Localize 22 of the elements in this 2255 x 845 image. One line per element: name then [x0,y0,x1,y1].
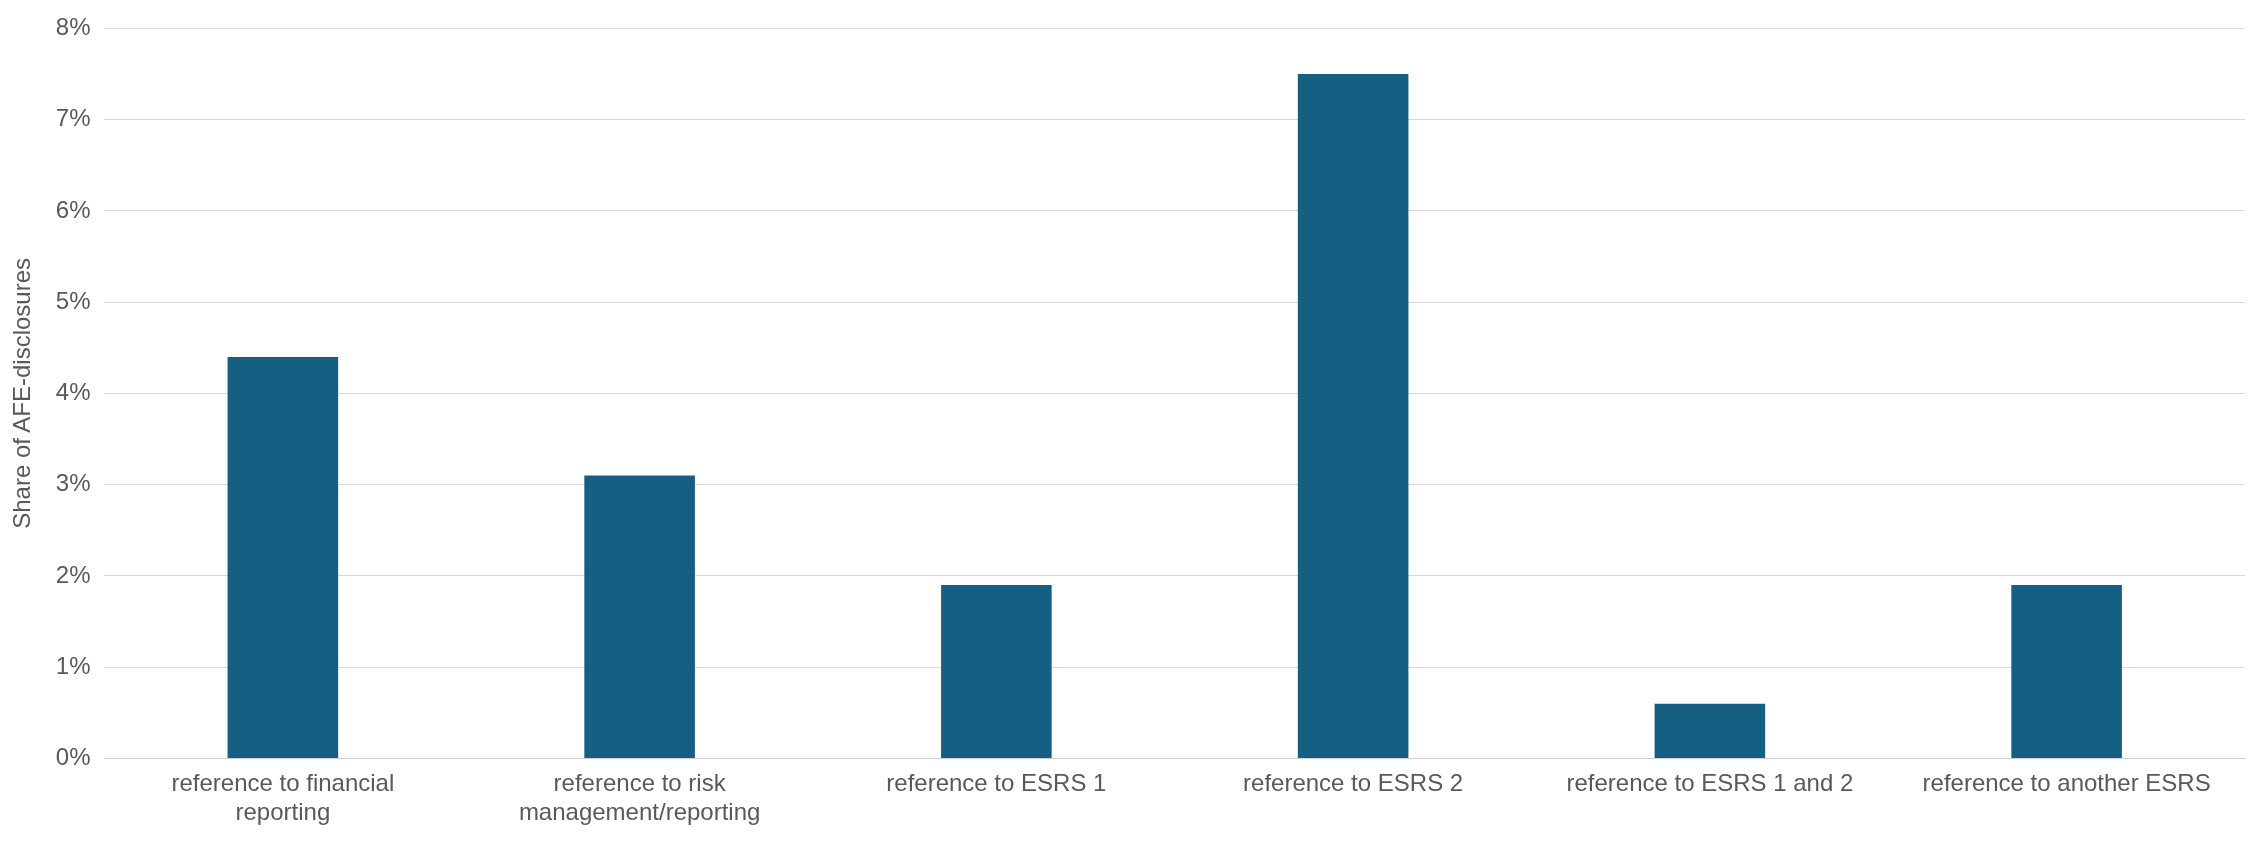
y-tick-label: 5% [55,286,91,314]
x-tick-label: reference to another ESRS [1922,769,2211,797]
x-tick-label: reference to ESRS 1 [886,769,1107,797]
bar [941,585,1052,758]
y-tick-label: 1% [55,651,91,679]
bar [1654,703,1766,758]
x-tick-label: reference to ESRS 1 and 2 [1566,769,1854,797]
bar [1297,74,1409,758]
y-tick-label: 0% [55,743,91,771]
y-tick-label: 6% [55,195,91,223]
bar [584,475,695,758]
y-tick-label: 4% [55,378,91,406]
y-tick-label: 3% [55,469,91,497]
x-tick-label: reference to financial reporting [171,769,395,826]
bar [227,356,339,758]
y-tick-label: 7% [55,104,91,132]
bar [2011,585,2122,758]
x-tick-label: reference to risk management/reporting [518,769,761,826]
y-axis-title: Share of AFE-disclosures [8,258,36,529]
y-tick-label: 2% [55,560,91,588]
x-tick-label: reference to ESRS 2 [1243,769,1464,797]
y-tick-label: 8% [55,13,91,41]
